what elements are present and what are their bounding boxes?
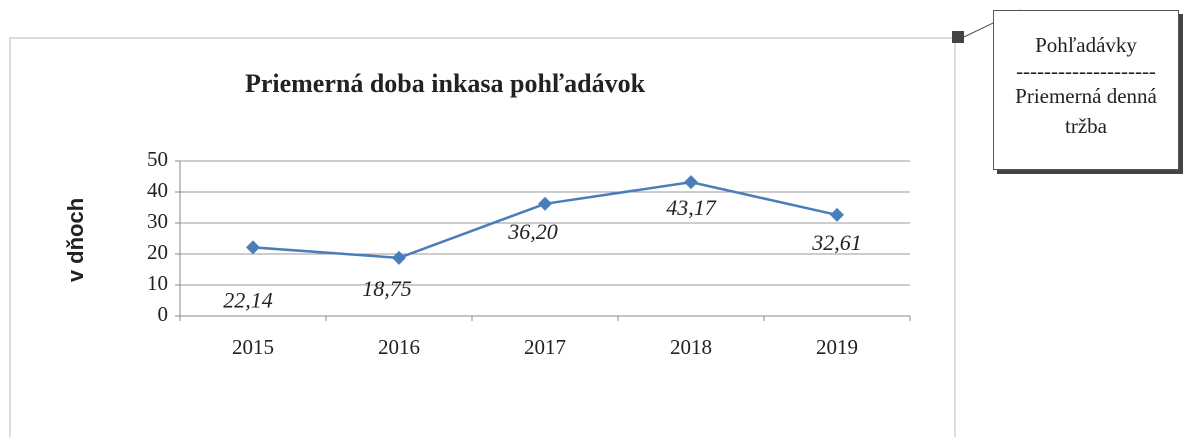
y-tick-label: 0 bbox=[158, 302, 169, 326]
marker bbox=[538, 196, 552, 211]
marker bbox=[830, 207, 844, 222]
chart-frame bbox=[9, 37, 956, 437]
data-label: 32,61 bbox=[811, 230, 862, 255]
y-tick-label: 50 bbox=[147, 147, 168, 171]
x-tick-label: 2016 bbox=[378, 335, 420, 359]
marker bbox=[246, 240, 260, 255]
data-label: 18,75 bbox=[362, 276, 412, 301]
x-tick-label: 2018 bbox=[670, 335, 712, 359]
y-axis-label: v dňoch bbox=[63, 198, 88, 282]
callout-anchor bbox=[952, 31, 964, 43]
y-tick-label: 40 bbox=[147, 178, 168, 202]
x-tick-label: 2019 bbox=[816, 335, 858, 359]
data-label: 43,17 bbox=[666, 195, 717, 220]
y-tick-label: 10 bbox=[147, 271, 168, 295]
x-tick-label: 2015 bbox=[232, 335, 274, 359]
chart-title: Priemerná doba inkasa pohľadávok bbox=[245, 69, 646, 98]
x-tick-label: 2017 bbox=[524, 335, 566, 359]
marker bbox=[684, 175, 698, 190]
data-label: 36,20 bbox=[507, 219, 558, 244]
denominator: Priemerná denná tržba bbox=[1015, 84, 1157, 138]
y-tick-label: 20 bbox=[147, 240, 168, 264]
numerator: Pohľadávky bbox=[1035, 33, 1137, 57]
callout: Pohľadávky -------------------- Priemern… bbox=[993, 10, 1179, 170]
y-tick-label: 30 bbox=[147, 209, 168, 233]
separator: -------------------- bbox=[1016, 61, 1156, 81]
marker bbox=[392, 250, 406, 265]
data-label: 22,14 bbox=[223, 287, 273, 312]
